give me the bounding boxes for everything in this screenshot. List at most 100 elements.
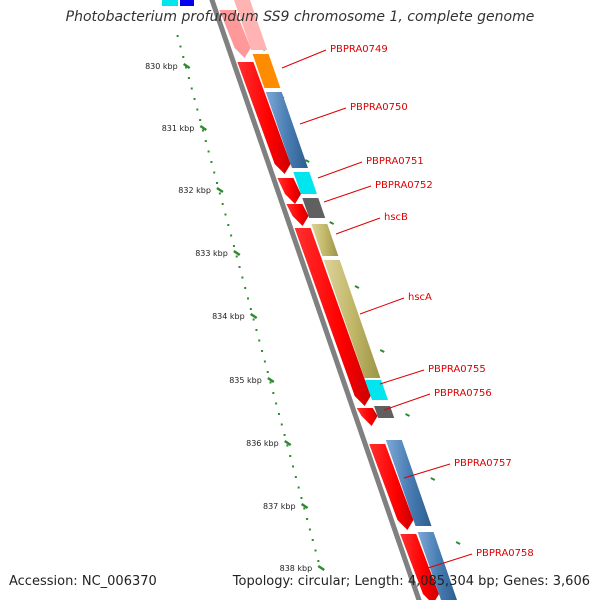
tick-label: 830 kbp xyxy=(145,62,178,71)
minor-tick xyxy=(213,171,216,174)
minor-tick xyxy=(306,518,309,520)
minor-tick xyxy=(227,224,230,226)
minor-tick xyxy=(272,392,275,394)
outer-tick xyxy=(354,285,360,289)
minor-tick xyxy=(232,245,235,247)
label-leader-line xyxy=(317,161,363,179)
major-tick xyxy=(216,186,224,194)
minor-tick xyxy=(314,549,317,552)
tick-label: 838 kbp xyxy=(280,564,313,573)
orf-arrow xyxy=(286,204,309,226)
gene-label[interactable]: PBPRA0758 xyxy=(476,548,534,559)
orf-arrow xyxy=(237,62,291,174)
minor-tick xyxy=(283,434,286,436)
outer-tick xyxy=(405,413,410,417)
minor-tick xyxy=(311,539,314,541)
major-tick xyxy=(317,564,325,572)
minor-tick xyxy=(235,255,238,258)
gene-label[interactable]: PBPRA0749 xyxy=(330,44,388,55)
orf-arrow xyxy=(369,444,414,530)
gene-label[interactable]: PBPRA0750 xyxy=(350,102,408,113)
orf-arrow xyxy=(294,228,371,406)
tick-label: 831 kbp xyxy=(162,124,195,133)
orf-arrow xyxy=(277,178,301,204)
map-title: Photobacterium profundum SS9 chromosome … xyxy=(65,9,535,25)
outer-tick xyxy=(329,221,335,225)
tick-track: 830 kbp 831 kbp 832 kbp 833 kbp 834 kbp 835 k… xyxy=(145,35,461,573)
major-tick xyxy=(249,312,258,320)
minor-tick xyxy=(241,276,244,279)
backbone-line xyxy=(209,0,422,600)
gene-label[interactable]: hscB xyxy=(384,212,408,223)
label-leader-line xyxy=(359,297,405,315)
minor-tick xyxy=(266,371,269,373)
accession-info: Accession: NC_006370 xyxy=(9,574,157,589)
minor-tick xyxy=(263,360,266,363)
minor-tick xyxy=(216,182,219,184)
minor-tick xyxy=(210,161,213,163)
orf-track xyxy=(219,10,439,600)
tick-label: 837 kbp xyxy=(263,502,296,511)
minor-tick xyxy=(218,192,221,195)
cds-feature xyxy=(302,198,326,218)
minor-tick xyxy=(207,150,210,153)
major-tick xyxy=(300,502,309,510)
minor-tick xyxy=(193,98,196,100)
minor-tick xyxy=(258,339,261,342)
minor-tick xyxy=(297,486,300,489)
accession-value: NC_006370 xyxy=(81,574,157,589)
feature-faded xyxy=(234,0,268,50)
genes-label: Genes: xyxy=(503,574,549,589)
genes-value: 3,606 xyxy=(552,574,590,589)
label-leader-line xyxy=(427,553,473,569)
minor-tick xyxy=(275,402,278,405)
feature-track xyxy=(234,0,457,600)
orf-arrow xyxy=(400,534,439,600)
minor-tick xyxy=(294,476,297,478)
gene-label[interactable]: PBPRA0751 xyxy=(366,156,424,167)
minor-tick xyxy=(201,129,204,132)
minor-tick xyxy=(176,35,179,37)
cds-feature xyxy=(385,440,432,526)
minor-tick xyxy=(277,413,280,415)
gene-label[interactable]: PBPRA0757 xyxy=(454,458,512,469)
label-leader-line xyxy=(323,185,372,203)
minor-tick xyxy=(221,203,224,205)
cds-feature xyxy=(293,172,317,194)
cds-feature xyxy=(417,532,457,600)
gene-label[interactable]: PBPRA0752 xyxy=(375,180,433,191)
major-tick xyxy=(267,376,275,384)
minor-tick xyxy=(185,66,188,69)
offscreen-features-top xyxy=(162,0,194,6)
minor-tick xyxy=(196,108,199,111)
label-leader-line xyxy=(335,217,381,235)
tick-label: 836 kbp xyxy=(246,439,279,448)
gene-label[interactable]: PBPRA0755 xyxy=(428,364,486,375)
minor-tick xyxy=(300,497,303,499)
minor-tick xyxy=(187,77,190,79)
gene-label[interactable]: PBPRA0756 xyxy=(434,388,492,399)
outer-tick xyxy=(430,477,436,481)
topology-label: Topology: xyxy=(232,574,294,589)
minor-tick xyxy=(308,528,311,531)
minor-tick xyxy=(303,507,306,510)
minor-tick xyxy=(179,45,182,48)
minor-tick xyxy=(317,560,320,562)
minor-tick xyxy=(230,234,233,237)
major-tick xyxy=(233,249,241,257)
minor-tick xyxy=(182,56,185,58)
minor-tick xyxy=(280,423,283,426)
feature-blue-partial xyxy=(180,0,194,6)
minor-tick xyxy=(238,266,241,268)
tick-label: 834 kbp xyxy=(212,312,245,321)
cds-feature xyxy=(252,54,281,88)
tick-label: 832 kbp xyxy=(178,186,211,195)
orf-arrow xyxy=(219,10,251,58)
gene-label[interactable]: hscA xyxy=(408,292,432,303)
minor-tick xyxy=(269,381,272,384)
minor-tick xyxy=(261,350,264,352)
minor-tick xyxy=(289,455,292,457)
minor-tick xyxy=(249,308,252,310)
